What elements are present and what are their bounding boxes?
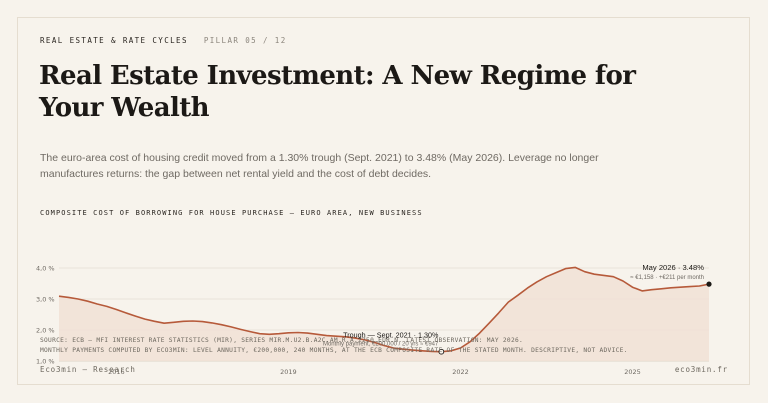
x-tick-label: 2025: [624, 368, 641, 376]
latest-label: May 2026 · 3.48%: [642, 263, 704, 272]
x-tick-label: 2022: [452, 368, 469, 376]
latest-marker: [706, 281, 712, 287]
series-area: [59, 267, 709, 361]
x-tick-label: 2016: [108, 368, 125, 376]
footer-brand: Eco3min — Research: [40, 365, 136, 374]
source-line-1: SOURCE: ECB — MFI INTEREST RATE STATISTI…: [40, 337, 524, 344]
chart-title: COMPOSITE COST OF BORROWING FOR HOUSE PU…: [40, 209, 423, 217]
trough-label: Trough — Sept. 2021 · 1.30%: [343, 331, 439, 340]
latest-sublabel: ≈ €1,158 · +€211 per month: [630, 275, 704, 281]
trough-sublabel: Monthly payment, €200,000 / 20 yrs ≈ €94…: [323, 342, 439, 348]
trough-marker: [438, 348, 445, 355]
y-tick-label: 4,0 %: [36, 265, 55, 273]
page-title: Real Estate Investment: A New Regime for…: [39, 61, 636, 123]
y-tick-label: 3,0 %: [36, 296, 55, 304]
y-tick-label: 2,0 %: [36, 327, 55, 335]
series-line: [58, 266, 710, 353]
pillar-label: PILLAR 05 / 12: [203, 36, 287, 45]
page-frame: [17, 17, 750, 385]
y-tick-label: 1,0 %: [36, 358, 55, 366]
x-tick-label: 2019: [280, 368, 297, 376]
footer-site-link[interactable]: eco3min.fr: [674, 365, 728, 374]
source-note: SOURCE: ECB — MFI INTEREST RATE STATISTI…: [40, 336, 628, 356]
source-line-2: MONTHLY PAYMENTS COMPUTED BY ECO3MIN: LE…: [40, 347, 628, 354]
section-eyebrow: REAL ESTATE & RATE CYCLES PILLAR 05 / 12: [40, 36, 287, 45]
lede-paragraph: The euro-area cost of housing credit mov…: [40, 152, 599, 180]
section-label: REAL ESTATE & RATE CYCLES: [40, 36, 188, 45]
